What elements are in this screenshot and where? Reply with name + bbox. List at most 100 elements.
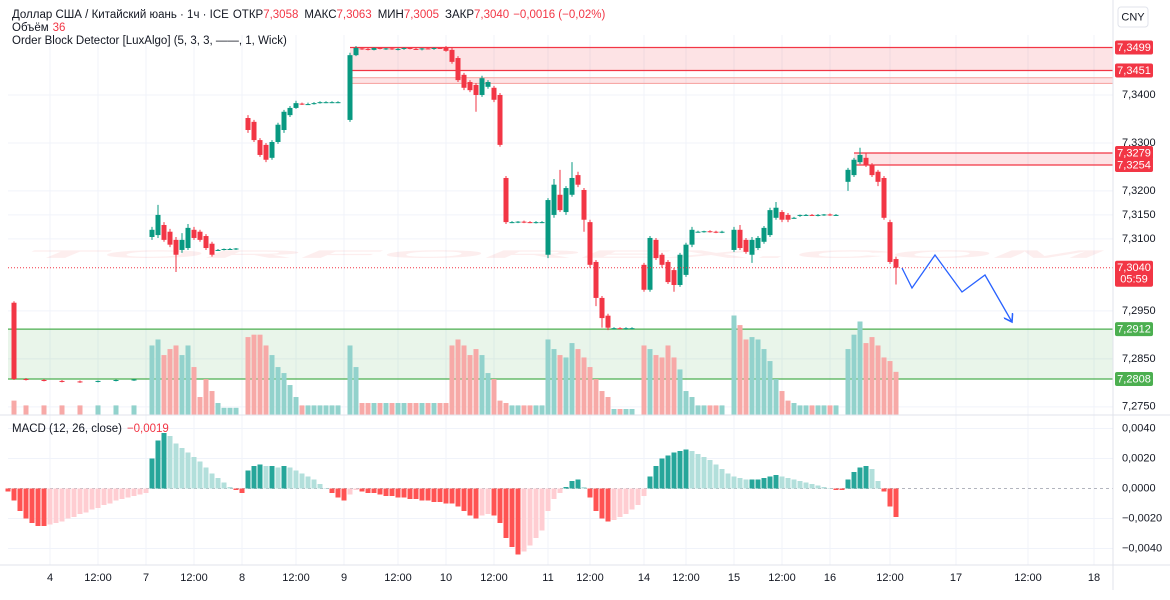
macd-bar [689,451,695,489]
candle-body [791,217,797,219]
x-tick-label: 12:00 [876,572,904,584]
macd-bar [755,479,761,489]
volume-bar [821,405,827,415]
candle-body [875,171,881,182]
currency[interactable]: CNY [1121,11,1145,23]
volume-bar [497,400,503,415]
candle-body [569,177,575,195]
macd-bar [263,466,269,489]
volume-bar [293,397,299,415]
macd-bar [305,476,311,489]
macd-bar [383,488,389,496]
volume-bar [245,337,251,415]
volume-bar [815,405,821,415]
candle-body [587,222,593,265]
ohlc-label: МИН [377,9,404,21]
volume-bar [257,334,263,415]
currency-button[interactable] [1117,6,1149,28]
candle-body [77,381,83,383]
price-badge [1115,372,1153,387]
volume-label: Объём [12,22,49,34]
x-tick-label: 14 [638,572,650,584]
macd-bar [707,460,713,489]
volume-bar [131,405,137,415]
order-block-zone [854,153,1113,166]
price-badge-label: 7,3279 [1117,147,1151,159]
volume-bar [437,403,443,415]
candle-body [167,231,173,245]
macd-bar [11,488,17,501]
ohlc-value: 7,3058 [263,9,299,21]
ohlc-label: МАКС [304,9,337,21]
macd-bar [701,457,707,489]
order-block-zone [350,77,1113,84]
y-tick-label: −0,0040 [1122,542,1162,554]
candle-body [413,48,419,50]
macd-bar [653,466,659,489]
candle-body [629,328,635,330]
macd-bar [641,488,647,496]
candle-body [659,254,665,265]
volume-bar [647,349,653,415]
x-tick-label: 12:00 [768,572,796,584]
macd-bar [611,488,617,520]
volume-bar [653,355,659,415]
macd-bar [47,488,53,525]
macd-bar [377,488,383,495]
volume-bar [275,367,281,415]
volume-bar [605,397,611,415]
candle-body [245,118,251,130]
volume-bar [455,339,461,415]
macd-bar [341,488,347,501]
candle-body [497,94,503,145]
macd-bar [803,482,809,489]
candle-body [545,200,551,255]
candle-body [647,237,653,290]
y-tick-label: 7,3300 [1122,137,1156,149]
macd-bar [743,479,749,489]
candle-body [329,102,335,104]
candle-body [479,78,485,95]
macd-bar [887,488,893,507]
volume-bar [281,373,287,415]
candle-body [203,236,209,249]
symbol-title: Доллар США / Китайский юань · 1ч · ICE [12,9,229,21]
volume-bar [773,379,779,415]
macd-bar [713,464,719,489]
volume-bar [413,403,419,415]
macd-bar [53,488,59,523]
price-badge-label: 7,2912 [1117,324,1151,336]
macd-bar [605,488,611,522]
volume-value: 36 [52,22,66,34]
candle-body [563,188,569,213]
candle-body [173,239,179,255]
macd-title: MACD (12, 26, close) [12,423,122,435]
x-tick-label: 9 [341,572,347,584]
candle-body [233,248,239,250]
macd-bar [455,488,461,507]
macd-bar [77,488,83,514]
volume-bar [323,405,329,415]
volume-bar [797,405,803,415]
macd-bar [881,488,887,492]
macd-bar [227,487,233,489]
macd-bar [257,464,263,489]
macd-bar [137,488,143,495]
candle-body [41,379,47,381]
volume-bar [407,403,413,415]
macd-bar [599,488,605,519]
x-tick-label: 12:00 [84,572,112,584]
macd-bar [407,488,413,499]
macd-bar [425,488,431,501]
macd-bar [593,488,599,511]
macd-bar [293,470,299,489]
candle-body [215,249,221,251]
candle-body [221,248,227,250]
macd-bar [299,473,305,489]
volume-bar [179,355,185,415]
candle-body [293,103,299,108]
candle-body [275,124,281,142]
candle-body [257,140,263,155]
macd-bar [269,466,275,489]
volume-bar [557,355,563,415]
